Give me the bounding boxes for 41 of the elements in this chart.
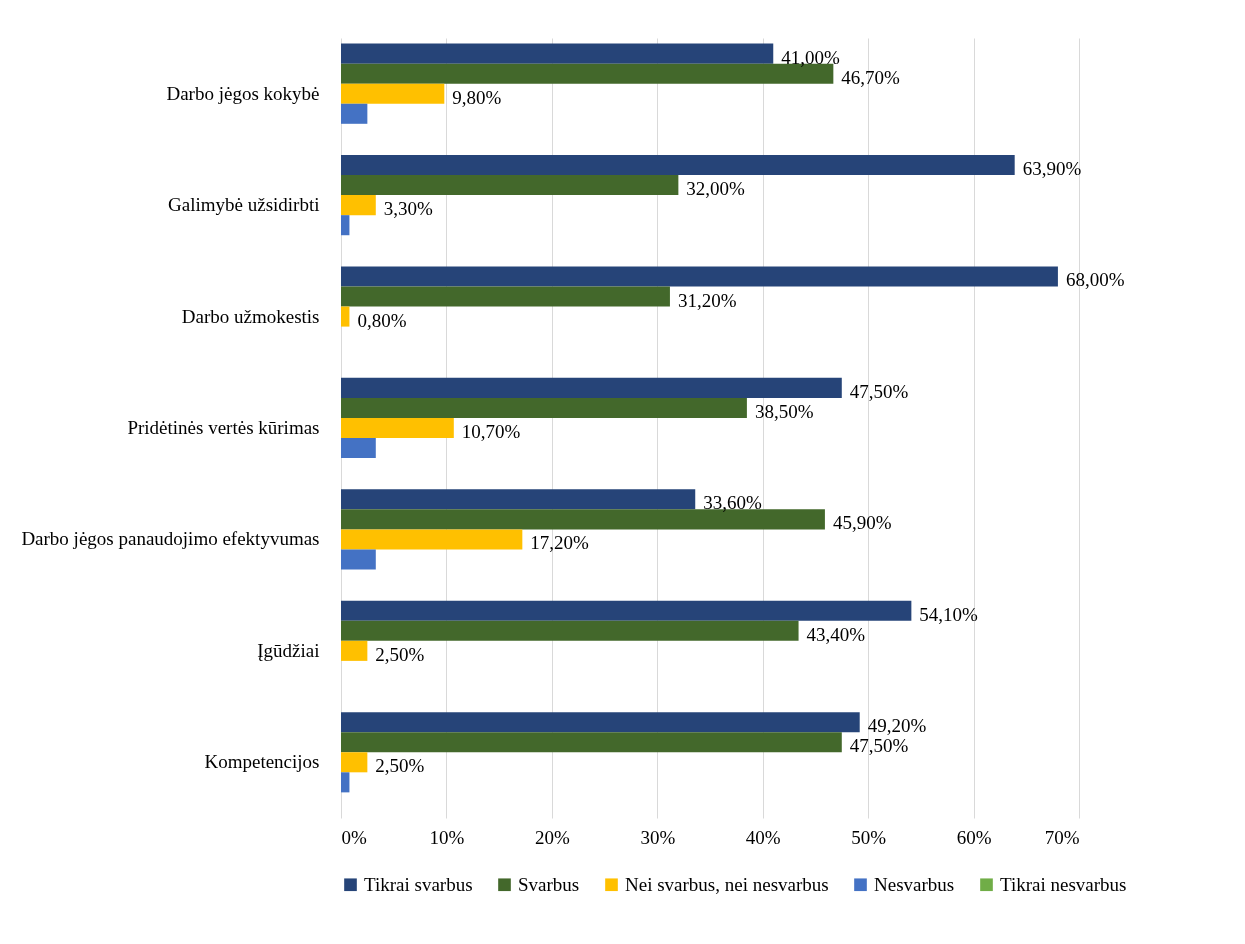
legend-label: Nesvarbus bbox=[874, 873, 955, 895]
legend-label: Svarbus bbox=[518, 873, 580, 895]
data-label: 2,50% bbox=[375, 643, 425, 665]
x-tick-label: 60% bbox=[956, 826, 992, 848]
data-label: 17,20% bbox=[530, 532, 590, 554]
data-label: 41,00% bbox=[781, 46, 841, 68]
legend-label: Tikrai nesvarbus bbox=[1000, 873, 1127, 895]
data-label: 38,50% bbox=[754, 400, 814, 422]
data-label: 54,10% bbox=[919, 603, 979, 625]
x-tick-label: 0% bbox=[341, 826, 367, 848]
x-tick-label: 20% bbox=[534, 826, 570, 848]
data-label: 32,00% bbox=[686, 178, 746, 200]
y-tick-label: Galimybė užsidirbti bbox=[168, 194, 320, 216]
data-label: 46,70% bbox=[841, 66, 901, 88]
x-tick-label: 10% bbox=[429, 826, 465, 848]
data-label: 10,70% bbox=[461, 421, 521, 442]
y-tick-label: Darbo jėgos panaudojimo efektyvumas bbox=[21, 528, 320, 550]
y-tick-label: Įgūdžiai bbox=[257, 639, 320, 661]
data-label: 63,90% bbox=[1022, 158, 1082, 180]
data-label: 43,40% bbox=[806, 623, 866, 645]
data-label: 9,80% bbox=[452, 86, 502, 108]
data-label: 3,30% bbox=[383, 198, 434, 220]
data-label: 2,50% bbox=[375, 755, 425, 777]
data-label: 45,90% bbox=[832, 512, 892, 534]
legend-label: Nei svarbus, nei nesvarbus bbox=[625, 873, 829, 895]
data-label: 31,20% bbox=[677, 289, 737, 311]
y-tick-label: Darbo užmokestis bbox=[181, 305, 320, 327]
y-tick-label: Darbo jėgos kokybė bbox=[166, 82, 320, 104]
x-tick-label: 70% bbox=[1044, 826, 1080, 848]
data-label: 0,80% bbox=[357, 309, 407, 331]
x-tick-label: 30% bbox=[640, 826, 676, 848]
data-label: 33,60% bbox=[703, 492, 762, 514]
x-tick-label: 50% bbox=[851, 826, 887, 848]
data-label: 47,50% bbox=[849, 380, 909, 402]
data-label: 68,00% bbox=[1065, 269, 1125, 291]
data-label: 49,20% bbox=[867, 715, 927, 737]
legend-label: Tikrai svarbus bbox=[364, 873, 473, 895]
x-tick-label: 40% bbox=[745, 826, 781, 848]
y-tick-label: Kompetencijos bbox=[204, 751, 320, 773]
data-label: 47,50% bbox=[849, 735, 909, 757]
y-tick-label: Pridėtinės vertės kūrimas bbox=[127, 417, 320, 438]
